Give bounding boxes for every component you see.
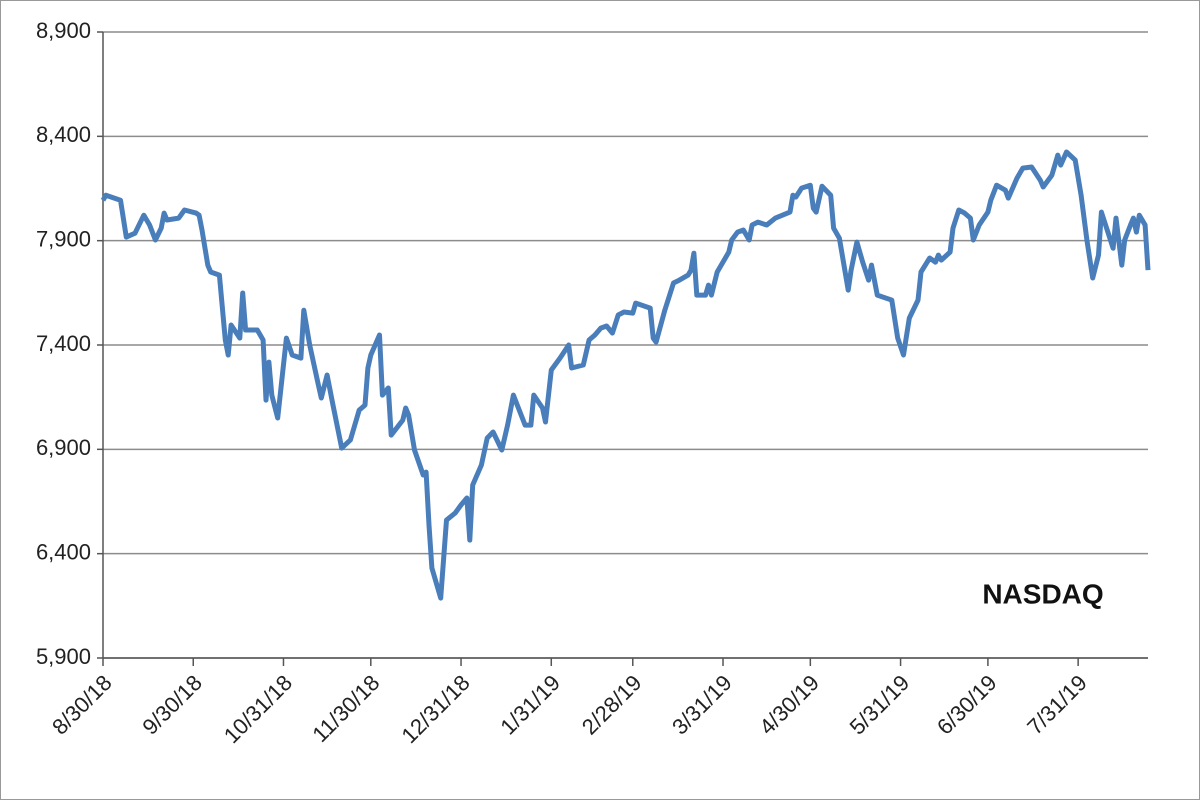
y-tick-label: 7,400 (36, 331, 91, 356)
y-tick-label: 5,900 (36, 644, 91, 669)
y-tick-label: 8,900 (36, 18, 91, 43)
annotation: NASDAQ (982, 578, 1103, 609)
y-tick-label: 6,900 (36, 435, 91, 460)
data-line (100, 149, 1151, 601)
y-tick-label: 8,400 (36, 122, 91, 147)
y-tick-label: 7,900 (36, 226, 91, 251)
y-tick-label: 6,400 (36, 539, 91, 564)
